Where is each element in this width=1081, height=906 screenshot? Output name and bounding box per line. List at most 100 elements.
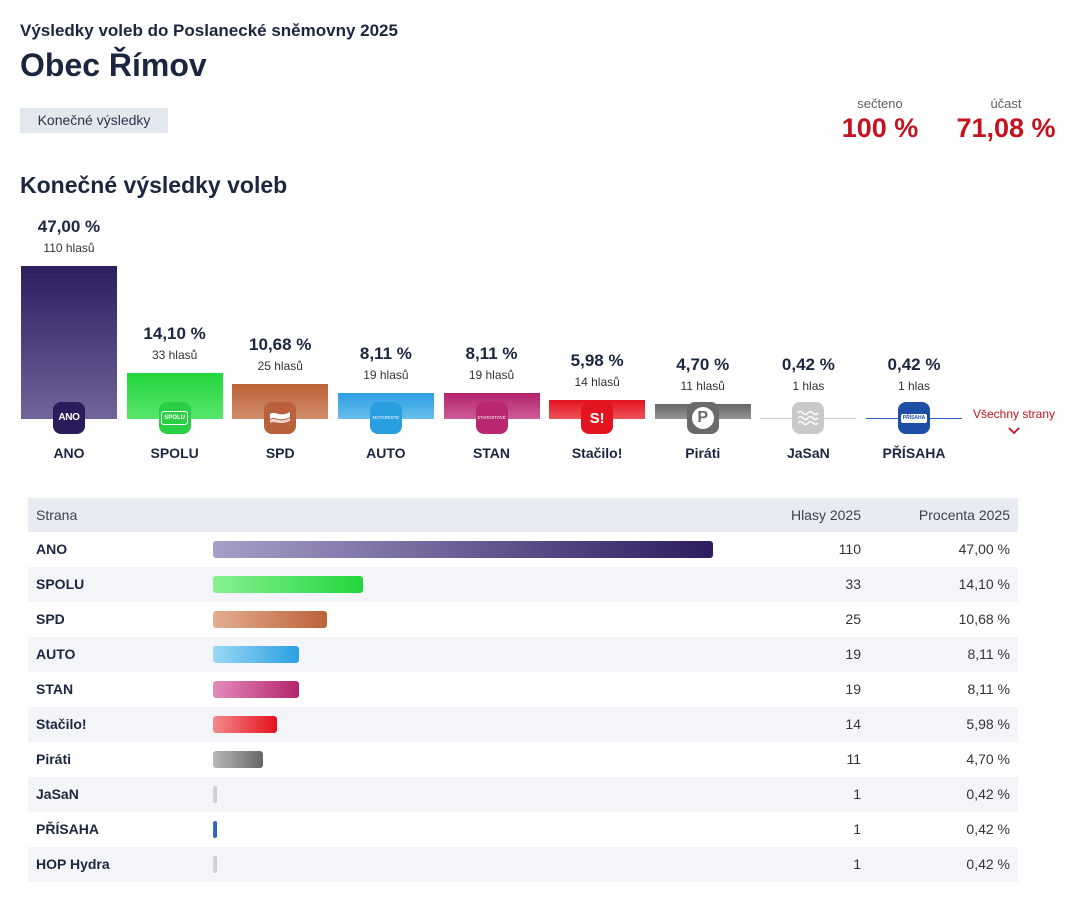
bar-votes-label: 25 hlasů [257, 359, 303, 374]
party-share-bar [213, 681, 300, 698]
votes-cell: 14 [845, 716, 861, 732]
percent-cell: 0,42 % [966, 821, 1010, 837]
stan-logo-icon: STAROSTOVÉ [475, 402, 508, 434]
party-name-label: SPOLU [150, 445, 199, 461]
logo-text: STAROSTOVÉ [477, 414, 506, 420]
party-name-label: Stačilo! [571, 445, 623, 461]
percent-cell: 8,11 % [967, 646, 1010, 662]
party-share-bar [213, 541, 713, 558]
party-share-bar [213, 751, 263, 768]
party-name-cell: Piráti [36, 751, 72, 767]
votes-cell: 19 [845, 681, 861, 697]
chart-title: Konečné výsledky voleb [20, 172, 288, 198]
table-row: ANO 110 47,00 % [28, 532, 1018, 567]
table-row: SPOLU 33 14,10 % [28, 567, 1018, 602]
votes-cell: 1 [853, 856, 861, 872]
logo-text: ANO [58, 412, 80, 423]
table-row: PŘÍSAHA 1 0,42 % [28, 812, 1018, 847]
bar-percent-label: 0,42 % [781, 355, 835, 374]
table-row: Stačilo! 14 5,98 % [28, 707, 1018, 742]
logo-text: PŘÍSAHA [901, 413, 927, 423]
party-name-cell: STAN [36, 681, 74, 697]
party-name-label: PŘÍSAHA [882, 445, 946, 461]
party-name-label: JaSaN [786, 445, 830, 461]
turnout-stat: účast 71,08 % [946, 95, 1066, 143]
chart-bar [21, 266, 117, 419]
party-share-bar [213, 611, 327, 628]
jasan-logo-icon [792, 402, 825, 434]
votes-cell: 11 [846, 751, 861, 767]
party-name-label: SPD [265, 445, 295, 461]
table-row: STAN 19 8,11 % [28, 672, 1018, 707]
party-share-bar [213, 786, 218, 803]
counted-stat: sečteno 100 % [825, 95, 935, 143]
turnout-value: 71,08 % [956, 113, 1056, 143]
table-row: JaSaN 1 0,42 % [28, 777, 1018, 812]
party-name-cell: AUTO [36, 646, 76, 662]
party-share-bar [213, 716, 277, 733]
bar-percent-label: 8,11 % [465, 343, 518, 363]
table-body: ANO 110 47,00 % SPOLU 33 14,10 % SPD 25 10,68 % A… [28, 532, 1018, 882]
party-name-cell: SPOLU [36, 576, 85, 592]
spolu-logo-icon: SPOLU [158, 402, 191, 434]
party-share-bar [213, 856, 218, 873]
motoriste-logo-icon: MOTORISTÉ [369, 402, 402, 434]
party-name-cell: SPD [36, 611, 65, 627]
turnout-label: účast [990, 96, 1022, 111]
votes-cell: 110 [838, 541, 861, 557]
table-row: SPD 25 10,68 % [28, 602, 1018, 637]
votes-cell: 1 [853, 786, 861, 802]
chevron-down-icon[interactable] [1008, 427, 1020, 435]
percent-cell: 8,11 % [967, 681, 1010, 697]
all-parties-link[interactable]: Všechny strany [960, 406, 1068, 435]
bar-percent-label: 8,11 % [359, 343, 412, 363]
bar-votes-label: 33 hlasů [151, 348, 198, 363]
party-share-bar [213, 821, 218, 838]
table-row: HOP Hydra 1 0,42 % [28, 847, 1018, 882]
percent-cell: 14,10 % [958, 576, 1010, 592]
percent-cell: 47,00 % [958, 541, 1010, 557]
bar-votes-label: 110 hlasů [43, 241, 95, 255]
bar-percent-label: 0,42 % [887, 355, 941, 374]
party-name-label: Piráti [685, 445, 721, 461]
table-header: Strana Hlasy 2025 Procenta 2025 [28, 498, 1018, 532]
table-row: Piráti 11 4,70 % [28, 742, 1018, 777]
tab-final-results[interactable]: Konečné výsledky [20, 108, 168, 133]
results-table: Strana Hlasy 2025 Procenta 2025 ANO 110 47… [28, 498, 1018, 882]
party-name-cell: PŘÍSAHA [36, 821, 100, 837]
votes-cell: 19 [845, 646, 861, 662]
counted-value: 100 % [841, 113, 919, 143]
bar-percent-label: 5,98 % [570, 350, 624, 370]
logo-text: MOTORISTÉ [372, 414, 400, 420]
bar-votes-label: 11 hlasů [680, 378, 725, 393]
bar-percent-label: 47,00 % [37, 217, 101, 236]
party-name-label: STAN [472, 445, 511, 461]
percent-cell: 4,70 % [966, 751, 1010, 767]
party-share-bar [213, 576, 363, 593]
column-header-percent: Procenta 2025 [918, 507, 1010, 523]
votes-cell: 1 [853, 821, 861, 837]
logo-text: S! [589, 409, 605, 427]
page-title: Obec Římov [20, 47, 207, 83]
party-share-bar [213, 646, 300, 663]
party-name-cell: ANO [36, 541, 68, 557]
prisaha-logo-icon: PŘÍSAHA [898, 402, 930, 434]
bar-votes-label: 19 hlasů [363, 367, 409, 382]
logo-text: P [691, 407, 714, 429]
ano-logo-icon: ANO [53, 402, 85, 434]
all-parties-label[interactable]: Všechny strany [972, 407, 1056, 421]
votes-cell: 33 [845, 576, 861, 592]
party-name-label: AUTO [366, 445, 406, 461]
logo-text: SPOLU [161, 411, 188, 425]
bar-votes-label: 19 hlasů [468, 367, 515, 382]
percent-cell: 0,42 % [966, 786, 1010, 802]
pirati-logo-icon: P [686, 402, 719, 434]
party-name-cell: JaSaN [36, 786, 79, 802]
bar-percent-label: 4,70 % [676, 354, 730, 374]
election-subtitle: Výsledky voleb do Poslanecké sněmovny 20… [20, 21, 398, 40]
bar-percent-label: 10,68 % [249, 335, 312, 355]
percent-cell: 0,42 % [966, 856, 1010, 872]
column-header-party: Strana [36, 507, 78, 523]
party-name-cell: HOP Hydra [36, 856, 110, 872]
percent-cell: 5,98 % [966, 716, 1010, 732]
